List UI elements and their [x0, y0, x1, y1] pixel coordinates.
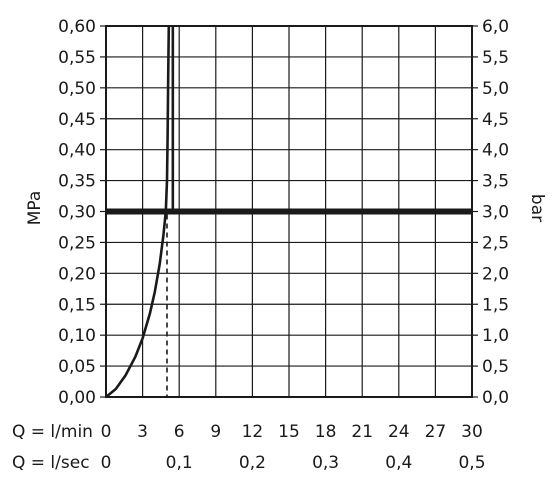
series-layer — [105, 25, 472, 399]
y-right-tick-label: 1,0 — [482, 326, 509, 346]
x-tick-label: 18 — [315, 422, 337, 442]
tick-labels: 0 3 6 9 12 15 18 21 24 27 30 0 0,1 0,2 0,3 0,4 0,5 0,00 0,… — [58, 17, 509, 473]
y-right-tick-label: 1,5 — [482, 295, 509, 315]
y-left-tick-label: 0,35 — [58, 172, 96, 192]
x-tick-label: 27 — [425, 422, 447, 442]
x-tick-label: 21 — [351, 422, 373, 442]
y-left-tick-label: 0,60 — [58, 17, 96, 37]
y-right-tick-label: 5,0 — [482, 79, 509, 99]
y-right-tick-label: 0,5 — [482, 357, 509, 377]
x-tick-label: 0 — [101, 422, 112, 442]
x-tick-label: 12 — [242, 422, 264, 442]
x-axis-secondary-title: Q = l/sec — [12, 453, 90, 473]
x-secondary-tick-label: 0,1 — [166, 453, 193, 473]
y-left-tick-label: 0,45 — [58, 110, 96, 130]
y-left-tick-label: 0,25 — [58, 233, 96, 253]
y-right-tick-label: 5,5 — [482, 48, 509, 68]
y-right-tick-label: 2,5 — [482, 233, 509, 253]
y-axis-right-title: bar — [527, 194, 547, 222]
y-left-tick-label: 0,40 — [58, 141, 96, 161]
y-left-tick-label: 0,55 — [58, 48, 96, 68]
x-tick-label: 15 — [278, 422, 300, 442]
plot-frame — [105, 25, 473, 398]
y-left-tick-label: 0,05 — [58, 357, 96, 377]
x-secondary-tick-label: 0 — [101, 453, 112, 473]
y-axis-left-title: MPa — [25, 191, 45, 226]
y-right-tick-label: 3,5 — [482, 172, 509, 192]
y-right-tick-label: 0,0 — [482, 388, 509, 408]
y-left-tick-label: 0,30 — [58, 203, 96, 223]
x-tick-label: 6 — [174, 422, 185, 442]
y-right-tick-label: 4,5 — [482, 110, 509, 130]
y-right-tick-label: 2,0 — [482, 264, 509, 284]
y-left-tick-label: 0,00 — [58, 388, 96, 408]
x-tick-label: 30 — [461, 422, 483, 442]
x-secondary-tick-label: 0,2 — [239, 453, 266, 473]
x-secondary-tick-label: 0,4 — [385, 453, 412, 473]
x-secondary-tick-label: 0,3 — [312, 453, 339, 473]
y-right-tick-label: 3,0 — [482, 203, 509, 223]
y-right-tick-label: 6,0 — [482, 17, 509, 37]
x-tick-label: 24 — [388, 422, 410, 442]
flow-curve — [105, 25, 171, 399]
x-tick-label: 3 — [137, 422, 148, 442]
x-secondary-tick-label: 0,5 — [458, 453, 485, 473]
y-right-tick-label: 4,0 — [482, 141, 509, 161]
y-left-tick-label: 0,15 — [58, 295, 96, 315]
x-tick-label: 9 — [210, 422, 221, 442]
y-left-tick-label: 0,20 — [58, 264, 96, 284]
y-left-tick-label: 0,50 — [58, 79, 96, 99]
y-left-tick-label: 0,10 — [58, 326, 96, 346]
x-axis-primary-title: Q = l/min — [12, 422, 93, 442]
